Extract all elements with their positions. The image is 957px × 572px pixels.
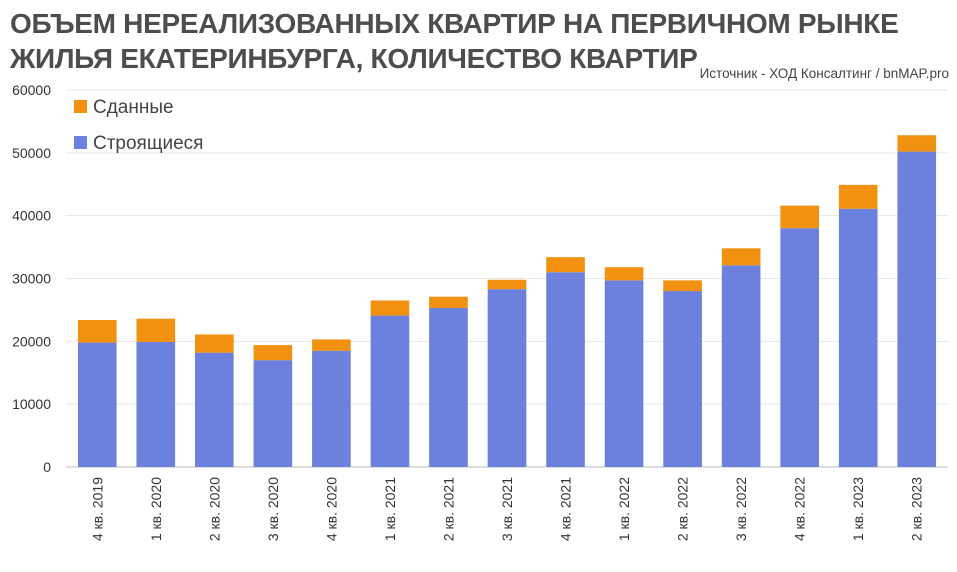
bar-segment-building	[604, 280, 644, 467]
bar-segment-completed	[195, 334, 234, 353]
x-tick-label: 4 кв. 2020	[323, 477, 339, 541]
legend-label-completed: Сданные	[93, 97, 174, 118]
x-tick-label: 4 кв. 2021	[558, 477, 574, 541]
legend-label-building: Строящиеся	[93, 133, 203, 154]
y-tick-label: 30000	[12, 271, 51, 287]
y-tick-label: 40000	[12, 208, 51, 224]
bar-segment-building	[663, 291, 702, 467]
x-tick-label: 3 кв. 2022	[733, 477, 749, 541]
x-tick-label: 4 кв. 2022	[792, 477, 808, 541]
x-tick-label: 2 кв. 2020	[206, 477, 222, 541]
bar-segment-building	[487, 289, 527, 467]
bar-segment-building	[721, 265, 761, 467]
bar-segment-completed	[253, 345, 293, 361]
source-note: Источник - ХОД Консалтинг / bnMAP.pro	[699, 66, 949, 81]
bar-segment-completed	[546, 257, 585, 273]
y-axis-ticks: 0 10000 20000 30000 40000 50000 60000	[12, 82, 51, 475]
x-tick-label: 2 кв. 2022	[675, 477, 691, 541]
bar-segment-completed	[370, 300, 410, 316]
y-tick-label: 60000	[12, 82, 51, 98]
bar-segment-building	[253, 360, 293, 467]
x-tick-label: 3 кв. 2021	[499, 477, 515, 541]
y-tick-label: 20000	[12, 333, 51, 349]
x-axis-ticks: 4 кв. 2019 1 кв. 2020 2 кв. 2020 3 кв. 2020…	[89, 477, 924, 541]
x-tick-label: 1 кв. 2022	[616, 477, 632, 541]
bar-segment-completed	[663, 280, 702, 292]
legend: Сданные Строящиеся	[74, 97, 203, 154]
chart-title: ОБЪЕМ НЕРЕАЛИЗОВАННЫХ КВАРТИР НА ПЕРВИЧН…	[10, 8, 899, 74]
bar-segment-completed	[604, 267, 644, 281]
bar-segment-completed	[429, 296, 468, 309]
bar-segment-building	[77, 342, 117, 467]
bar-segment-completed	[897, 135, 937, 152]
bar-segment-building	[897, 151, 937, 467]
bar-segment-completed	[312, 339, 351, 351]
bar-segment-building	[136, 341, 176, 467]
x-tick-label: 1 кв. 2020	[148, 477, 164, 541]
x-tick-label: 2 кв. 2021	[440, 477, 456, 541]
bar-segment-building	[838, 208, 878, 467]
legend-swatch-completed	[74, 100, 87, 113]
bar-segment-completed	[487, 279, 527, 290]
bar-segment-completed	[721, 248, 761, 266]
bar-segment-building	[370, 315, 410, 467]
bar-segment-building	[546, 272, 585, 467]
bar-segment-building	[312, 350, 351, 467]
y-tick-label: 50000	[12, 145, 51, 161]
bar-segment-building	[429, 308, 468, 467]
y-tick-label: 10000	[12, 396, 51, 412]
bar-segment-completed	[77, 319, 117, 343]
x-tick-label: 1 кв. 2021	[382, 477, 398, 541]
x-tick-label: 1 кв. 2023	[850, 477, 866, 541]
bar-segment-completed	[780, 205, 819, 229]
bar-segment-building	[195, 352, 234, 467]
bars	[77, 135, 937, 467]
y-tick-label: 0	[43, 459, 51, 475]
x-tick-label: 2 кв. 2023	[909, 477, 925, 541]
x-tick-label: 4 кв. 2019	[89, 477, 105, 541]
x-tick-label: 3 кв. 2020	[265, 477, 281, 541]
bar-segment-completed	[136, 318, 176, 342]
bar-segment-building	[780, 228, 819, 467]
bar-segment-completed	[838, 184, 878, 209]
legend-swatch-building	[74, 136, 87, 149]
